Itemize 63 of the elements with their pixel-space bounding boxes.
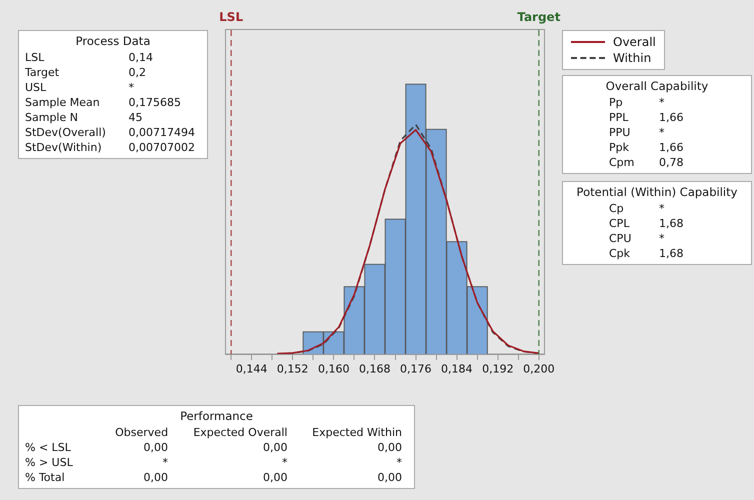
text: 0,78	[659, 155, 684, 170]
x-tick-label: 0,176	[400, 362, 432, 376]
text: % < LSL	[25, 440, 72, 455]
text: *	[162, 455, 170, 470]
text: Target	[25, 65, 60, 80]
text: Cpk	[609, 246, 632, 261]
x-tick-label: 0,144	[236, 362, 268, 376]
text: Sample N	[25, 110, 79, 125]
text: CPU	[609, 231, 632, 246]
text: 1,68	[659, 246, 684, 261]
text: 0,00	[262, 470, 288, 485]
text: *	[280, 455, 288, 470]
text: 0,00	[142, 440, 170, 455]
text: 45	[128, 110, 144, 125]
text: USL	[25, 80, 48, 95]
text: Observed	[114, 425, 170, 440]
text: 0,14	[128, 50, 154, 65]
text: 0,00	[376, 440, 403, 455]
x-tick-label: 0,152	[276, 362, 308, 376]
x-tick-label: 0,160	[318, 362, 350, 376]
text: 0,00	[142, 470, 170, 485]
text: 0,00	[376, 470, 403, 485]
text: *	[659, 201, 666, 216]
text: *	[659, 95, 666, 110]
text: *	[659, 125, 666, 140]
legend-label: Overall	[613, 34, 656, 50]
text: CPL	[609, 216, 630, 231]
text: StDev(Overall)	[25, 125, 107, 140]
text: *	[396, 455, 403, 470]
text: Process Data	[74, 34, 152, 48]
text: StDev(Within)	[25, 140, 103, 155]
text: 1,68	[659, 216, 684, 231]
text: Cp	[609, 201, 625, 216]
text: Cpm	[609, 155, 636, 170]
text: LSL	[25, 50, 46, 65]
text: Expected Overall	[192, 425, 288, 440]
text: PPL	[609, 110, 630, 125]
text: 1,66	[659, 140, 684, 155]
text: % Total	[25, 470, 66, 485]
text: *	[128, 80, 136, 95]
x-tick-label: 0,200	[523, 362, 555, 376]
text: *	[659, 231, 666, 246]
text: Sample Mean	[25, 95, 101, 110]
text: Potential (Within) Capability	[576, 185, 738, 199]
legend-label: Within	[613, 50, 652, 66]
text: Performance	[179, 409, 254, 423]
text: 0,00	[262, 440, 288, 455]
text: 0,00707002	[128, 140, 196, 155]
x-tick-label: 0,168	[358, 362, 390, 376]
text: 0,175685	[128, 95, 182, 110]
text: 0,2	[128, 65, 148, 80]
x-tick-label: 0,184	[441, 362, 473, 376]
text: Overall Capability	[604, 79, 710, 93]
text: Ppk	[609, 140, 630, 155]
text: 1,66	[659, 110, 684, 125]
text: PPU	[609, 125, 632, 140]
x-tick-label: 0,192	[482, 362, 514, 376]
text: % > USL	[25, 455, 74, 470]
text: Pp	[609, 95, 624, 110]
text: Expected Within	[311, 425, 403, 440]
ref-line-label: LSL	[219, 10, 244, 24]
text: 0,00717494	[128, 125, 196, 140]
ref-line-label: Target	[517, 10, 561, 24]
